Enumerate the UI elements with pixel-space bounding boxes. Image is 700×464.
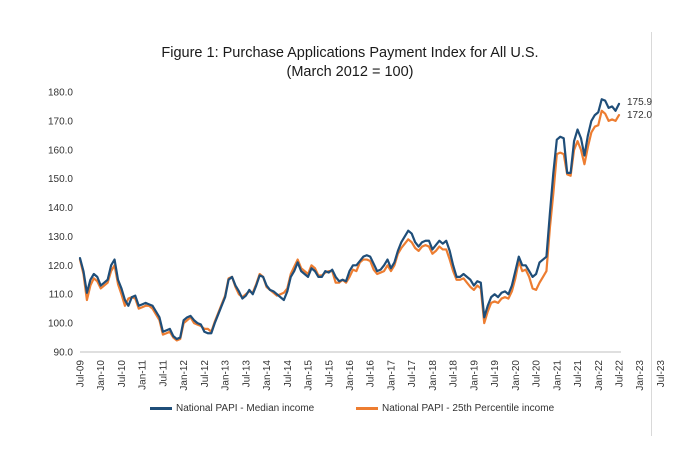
x-tick-label: Jan-21 xyxy=(552,360,563,391)
chart-subtitle: (March 2012 = 100) xyxy=(286,64,414,80)
x-tick-label: Jul-17 xyxy=(407,360,418,388)
end-label-25th-percentile: 172.0 xyxy=(627,110,652,121)
x-tick-label: Jan-17 xyxy=(386,360,397,391)
x-tick-label: Jul-23 xyxy=(656,360,667,388)
x-tick-label: Jul-18 xyxy=(449,360,460,388)
x-tick-label: Jan-12 xyxy=(179,360,190,391)
legend-swatch-median xyxy=(150,407,172,410)
y-tick-label: 130.0 xyxy=(48,232,73,243)
x-tick-label: Jan-22 xyxy=(594,360,605,391)
chart-title: Figure 1: Purchase Applications Payment … xyxy=(161,45,539,61)
y-tick-label: 170.0 xyxy=(48,116,73,127)
series-line-median-income xyxy=(78,98,621,341)
legend-label-median: National PAPI - Median income xyxy=(176,403,315,414)
x-tick-label: Jan-11 xyxy=(138,360,149,390)
legend-swatch-25th-percentile xyxy=(356,407,378,410)
y-tick-label: 140.0 xyxy=(48,203,73,214)
x-tick-label: Jul-12 xyxy=(200,360,211,388)
x-tick-label: Jan-10 xyxy=(96,360,107,391)
x-tick-label: Jul-22 xyxy=(615,360,626,388)
end-label-median: 175.9 xyxy=(627,97,652,108)
x-tick-label: Jan-14 xyxy=(262,360,273,391)
x-tick-label: Jul-10 xyxy=(117,360,128,388)
y-tick-label: 120.0 xyxy=(48,261,73,272)
chart-frame xyxy=(56,32,652,436)
legend-label-25th-percentile: National PAPI - 25th Percentile income xyxy=(382,403,555,414)
y-tick-label: 150.0 xyxy=(48,174,73,185)
x-tick-label: Jul-09 xyxy=(76,360,87,388)
y-tick-label: 100.0 xyxy=(48,319,73,330)
y-tick-label: 90.0 xyxy=(54,348,74,359)
legend: National PAPI - Median income National P… xyxy=(0,403,700,419)
x-tick-label: Jul-19 xyxy=(490,360,501,388)
y-tick-label: 160.0 xyxy=(48,145,73,156)
x-tick-label: Jul-13 xyxy=(241,360,252,388)
chart-title-block: Figure 1: Purchase Applications Payment … xyxy=(0,44,700,82)
x-tick-label: Jul-21 xyxy=(573,360,584,388)
legend-item-median: National PAPI - Median income xyxy=(150,403,314,414)
legend-item-25th-percentile: National PAPI - 25th Percentile income xyxy=(356,403,554,414)
y-tick-label: 180.0 xyxy=(48,88,73,99)
x-tick-label: Jan-15 xyxy=(304,360,315,391)
x-tick-label: Jul-14 xyxy=(283,360,294,388)
x-tick-label: Jan-18 xyxy=(428,360,439,391)
x-tick-label: Jan-23 xyxy=(635,360,646,391)
x-tick-label: Jul-16 xyxy=(366,360,377,388)
x-tick-label: Jul-20 xyxy=(532,360,543,388)
x-tick-label: Jan-13 xyxy=(221,360,232,391)
x-tick-label: Jul-15 xyxy=(324,360,335,388)
x-tick-label: Jan-19 xyxy=(469,360,480,391)
x-tick-label: Jul-11 xyxy=(158,360,169,387)
x-tick-label: Jan-20 xyxy=(511,360,522,391)
y-tick-label: 110.0 xyxy=(49,290,74,301)
x-tick-label: Jan-16 xyxy=(345,360,356,391)
series-line-25th-percentile-income xyxy=(78,109,621,342)
